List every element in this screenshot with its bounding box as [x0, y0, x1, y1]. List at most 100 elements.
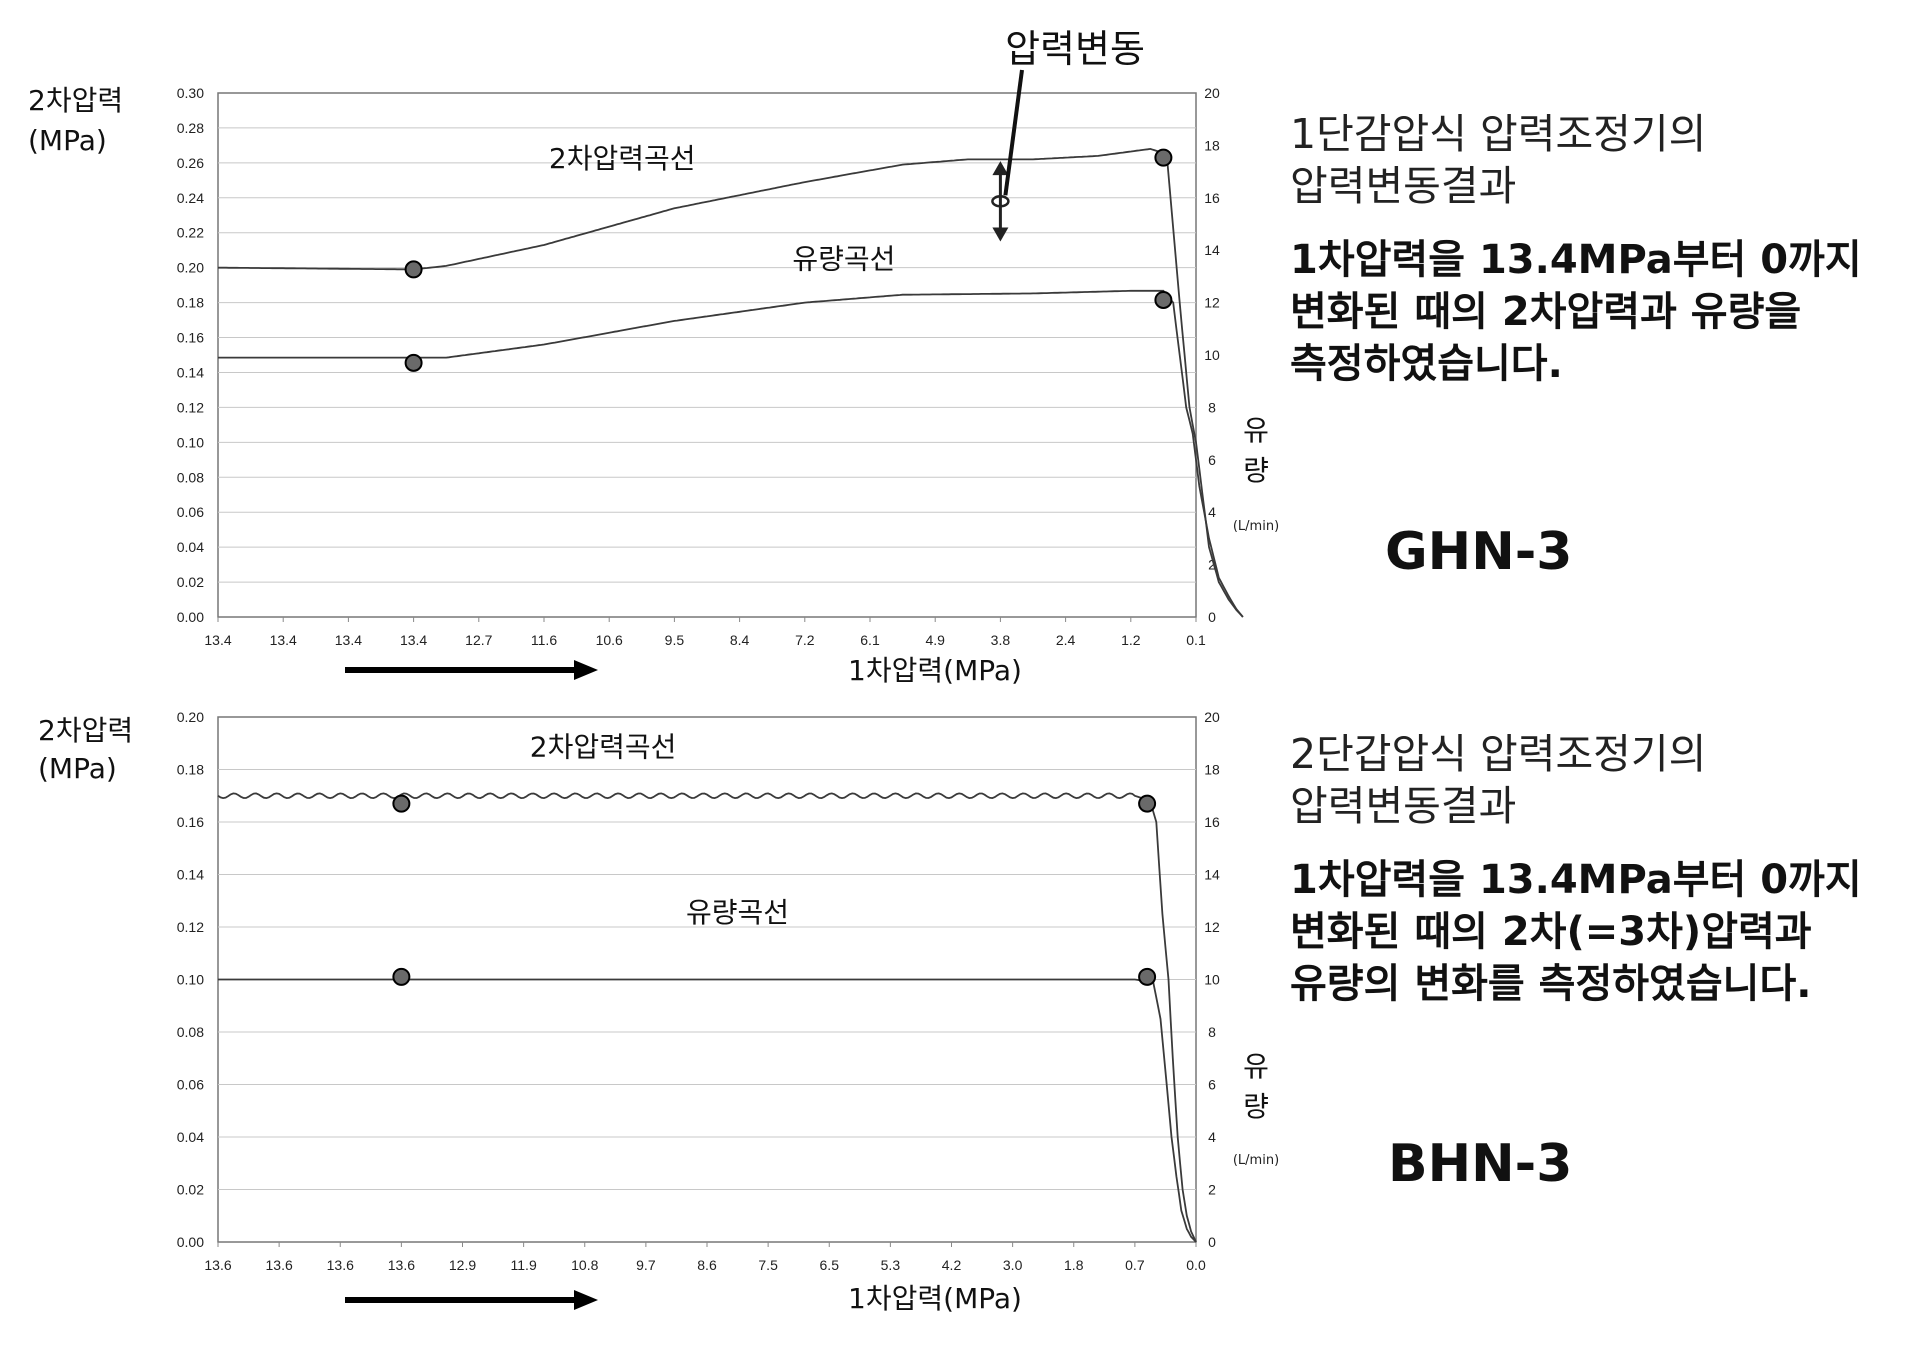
chart2-y2-tick-label: 16 [1204, 814, 1220, 830]
chart1-y-tick-label: 0.14 [177, 364, 204, 380]
chart1-x-tick-label: 6.1 [860, 632, 880, 648]
chart1-x-tick-label: 12.7 [465, 632, 492, 648]
chart2-x-tick-label: 13.6 [388, 1257, 415, 1273]
chart1-x-tick-label: 1.2 [1121, 632, 1141, 648]
chart2-x-tick-label: 1.8 [1064, 1257, 1084, 1273]
chart2-y2-axis-unit: (L/min) [1233, 1153, 1279, 1168]
chart1-annotation-arrow-down [992, 227, 1009, 242]
chart1-y2-tick-label: 16 [1204, 190, 1220, 206]
chart2-x-tick-label: 4.2 [942, 1257, 962, 1273]
top-model-label: GHN-3 [1385, 522, 1573, 582]
chart2-y2-axis-label: 유 [1243, 1050, 1269, 1083]
top-panel-text: 1단감압식 압력조정기의 압력변동결과 1차압력을 13.4MPa부터 0까지 … [1290, 108, 1910, 390]
chart2-y-tick-label: 0.06 [177, 1077, 204, 1093]
chart1-y-tick-label: 0.04 [177, 539, 204, 555]
chart2-y2-tick-label: 2 [1208, 1182, 1216, 1198]
bottom-panel-description: 1차압력을 13.4MPa부터 0까지 변화된 때의 2차(=3차)압력과 유량… [1290, 857, 1862, 1007]
chart2-y2-tick-label: 14 [1204, 867, 1220, 883]
chart1-y-axis-label: (MPa) [28, 124, 107, 157]
chart2-y2-tick-label: 10 [1204, 972, 1220, 988]
chart2-x-tick-label: 7.5 [758, 1257, 778, 1273]
chart1-y2-tick-label: 6 [1208, 452, 1216, 468]
chart1-y2-tick-label: 20 [1204, 85, 1220, 101]
chart1-pressure-series-line [218, 147, 1244, 618]
chart1-y2-axis-unit: (L/min) [1233, 519, 1279, 534]
chart2-x-axis-label: 1차압력(MPa) [848, 1282, 1022, 1315]
chart1-x-tick-label: 3.8 [991, 632, 1011, 648]
chart1-flow-marker [404, 353, 423, 372]
chart2-y2-tick-label: 12 [1204, 919, 1220, 935]
chart2-y-tick-label: 0.02 [177, 1182, 204, 1198]
chart1-x-tick-label: 0.1 [1186, 632, 1206, 648]
chart1-x-tick-label: 2.4 [1056, 632, 1076, 648]
chart1-y-tick-label: 0.00 [177, 609, 204, 625]
chart2-x-tick-label: 11.9 [511, 1257, 537, 1273]
chart2-y2-tick-label: 8 [1208, 1024, 1216, 1040]
chart1-annotation-ring [991, 195, 1010, 208]
chart2-pressure-series-line [217, 792, 1197, 1243]
chart1-y-tick-label: 0.28 [177, 120, 204, 136]
chart1-direction-arrow-head [574, 660, 598, 680]
chart1-y2-tick-label: 8 [1208, 399, 1216, 415]
chart2-x-tick-label: 8.6 [697, 1257, 717, 1273]
chart2-flow-series-line [218, 978, 1197, 1243]
chart1-y-tick-label: 0.24 [177, 190, 204, 206]
chart1-x-tick-label: 13.4 [204, 632, 231, 648]
chart1-x-tick-label: 13.4 [400, 632, 427, 648]
chart1-x-tick-label: 8.4 [730, 632, 750, 648]
chart2-x-tick-label: 3.0 [1003, 1257, 1023, 1273]
chart1-x-tick-label: 13.4 [335, 632, 362, 648]
chart1-y2-tick-label: 4 [1208, 504, 1216, 520]
chart1-x-tick-label: 9.5 [665, 632, 685, 648]
chart2-x-tick-label: 6.5 [820, 1257, 840, 1273]
bottom-panel-text: 2단갑압식 압력조정기의 압력변동결과 1차압력을 13.4MPa부터 0까지 … [1290, 728, 1910, 1010]
chart2-y-tick-label: 0.20 [177, 709, 204, 725]
bottom-panel-heading: 2단갑압식 압력조정기의 압력변동결과 [1290, 730, 1707, 830]
chart2-x-tick-label: 12.9 [449, 1257, 476, 1273]
chart1-flow-series-line [218, 289, 1244, 618]
chart1-y2-tick-label: 2 [1208, 557, 1216, 573]
chart1-x-tick-label: 4.9 [925, 632, 945, 648]
chart2-x-tick-label: 9.7 [636, 1257, 656, 1273]
chart1-y-tick-label: 0.06 [177, 504, 204, 520]
chart1-y2-tick-label: 18 [1204, 137, 1220, 153]
chart1-annotation-leader [1003, 69, 1024, 196]
chart2-y2-tick-label: 0 [1208, 1234, 1216, 1250]
chart2-y2-tick-label: 18 [1204, 762, 1220, 778]
chart1-y-tick-label: 0.20 [177, 260, 204, 276]
chart2-y2-tick-label: 4 [1208, 1129, 1216, 1145]
chart1-x-axis-label: 1차압력(MPa) [848, 654, 1022, 687]
chart1-plot-frame [217, 92, 1197, 618]
chart2-x-tick-label: 0.7 [1125, 1257, 1145, 1273]
chart1-y2-axis-label: 량 [1243, 454, 1269, 487]
chart1-x-tick-label: 7.2 [795, 632, 815, 648]
chart2-pressure-marker [392, 794, 411, 813]
chart2-y-tick-label: 0.18 [177, 762, 204, 778]
chart1-pressure-series-label: 2차압력곡선 [549, 142, 696, 175]
chart1-y2-tick-label: 0 [1208, 609, 1216, 625]
chart1-y-tick-label: 0.30 [177, 85, 204, 101]
chart2-flow-series-label: 유량곡선 [686, 896, 789, 929]
chart2-x-tick-label: 10.8 [571, 1257, 598, 1273]
chart2-y-tick-label: 0.04 [177, 1129, 204, 1145]
chart2-flow-marker [392, 967, 411, 986]
chart2-y-tick-label: 0.16 [177, 814, 204, 830]
chart1-x-tick-label: 11.6 [531, 632, 557, 648]
chart1-y-tick-label: 0.16 [177, 330, 204, 346]
chart2-x-tick-label: 0.0 [1186, 1257, 1206, 1273]
chart2-y2-tick-label: 20 [1204, 709, 1220, 725]
chart1-annotation-label: 압력변동 [1005, 27, 1145, 71]
chart1-y2-tick-label: 14 [1204, 242, 1220, 258]
chart1-y2-axis-label: 유 [1243, 414, 1269, 447]
chart1-pressure-marker [1154, 148, 1173, 167]
top-panel-heading: 1단감압식 압력조정기의 압력변동결과 [1290, 110, 1707, 210]
chart1-y-tick-label: 0.02 [177, 574, 204, 590]
bottom-model-label: BHN-3 [1388, 1134, 1573, 1194]
chart2-x-tick-label: 13.6 [327, 1257, 354, 1273]
chart1-x-tick-label: 13.4 [270, 632, 297, 648]
chart2-pressure-series-label: 2차압력곡선 [530, 730, 677, 763]
top-panel-description: 1차압력을 13.4MPa부터 0까지 변화된 때의 2차압력과 유량을 측정하… [1290, 237, 1862, 387]
chart2-y-tick-label: 0.00 [177, 1234, 204, 1250]
chart2-y-axis-label: 2차압력 [38, 714, 133, 747]
